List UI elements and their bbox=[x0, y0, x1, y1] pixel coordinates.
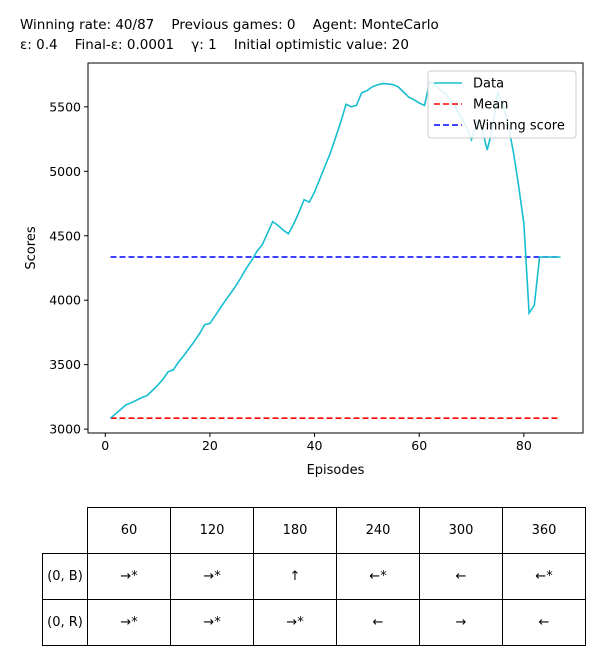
policy-cell: ←* bbox=[502, 553, 586, 600]
y-axis-label: Scores bbox=[24, 226, 39, 269]
column-header: 300 bbox=[419, 507, 503, 554]
x-tick-label: 80 bbox=[516, 438, 532, 453]
header-line-1: Winning rate: 40/87 Previous games: 0 Ag… bbox=[20, 17, 439, 33]
row-header: (0, R) bbox=[42, 599, 88, 646]
legend-box bbox=[427, 70, 577, 139]
legend-entry: Winning score bbox=[473, 119, 565, 134]
y-tick-label: 3500 bbox=[49, 357, 81, 372]
policy-cell: →* bbox=[87, 553, 171, 600]
y-tick-label: 5000 bbox=[49, 164, 81, 179]
y-tick-label: 4000 bbox=[49, 293, 81, 308]
series-line-data bbox=[109, 80, 561, 419]
column-header: 240 bbox=[336, 507, 420, 554]
column-header: 60 bbox=[87, 507, 171, 554]
policy-cell: →* bbox=[170, 553, 254, 600]
column-header: 120 bbox=[170, 507, 254, 554]
x-tick-label: 20 bbox=[202, 438, 218, 453]
policy-cell: ← bbox=[502, 599, 586, 646]
score-chart: 0 20 40 60 80 3000 3500 4000 4500 5000 5500 Episod… bbox=[24, 62, 584, 478]
table-row: (0, B) →* →* ↑ ←* ← ←* bbox=[42, 553, 586, 600]
table-row: (0, R) →* →* →* ← → ← bbox=[42, 599, 586, 646]
y-tick-label: 4500 bbox=[49, 228, 81, 243]
legend-entry: Data bbox=[473, 77, 504, 92]
y-tick-label: 3000 bbox=[49, 422, 81, 437]
x-tick-label: 40 bbox=[307, 438, 323, 453]
y-tick-label: 5500 bbox=[49, 99, 81, 114]
legend: Data Mean Winning score bbox=[427, 70, 577, 139]
table-corner bbox=[42, 507, 88, 554]
policy-cell: ← bbox=[336, 599, 420, 646]
policy-cell: ↑ bbox=[253, 553, 337, 600]
x-tick-label: 60 bbox=[411, 438, 427, 453]
header-line-2: ε: 0.4 Final-ε: 0.0001 γ: 1 Initial opti… bbox=[20, 37, 409, 53]
row-header: (0, B) bbox=[42, 553, 88, 600]
policy-table: 60 120 180 240 300 360 (0, B) →* →* ↑ ←*… bbox=[42, 507, 586, 646]
plot-frame bbox=[87, 62, 584, 434]
x-axis-label: Episodes bbox=[307, 463, 365, 478]
policy-cell: →* bbox=[87, 599, 171, 646]
column-header: 180 bbox=[253, 507, 337, 554]
policy-cell: ← bbox=[419, 553, 503, 600]
legend-entry: Mean bbox=[473, 98, 508, 113]
table-header-row: 60 120 180 240 300 360 bbox=[42, 507, 586, 554]
policy-cell: →* bbox=[253, 599, 337, 646]
policy-cell: → bbox=[419, 599, 503, 646]
policy-cell: →* bbox=[170, 599, 254, 646]
x-tick-label: 0 bbox=[101, 438, 109, 453]
column-header: 360 bbox=[502, 507, 586, 554]
policy-cell: ←* bbox=[336, 553, 420, 600]
